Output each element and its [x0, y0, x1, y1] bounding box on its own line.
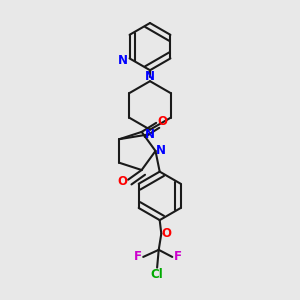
Text: N: N	[156, 145, 166, 158]
Text: N: N	[145, 70, 155, 83]
Text: Cl: Cl	[151, 268, 164, 281]
Text: N: N	[118, 53, 128, 67]
Text: F: F	[134, 250, 141, 263]
Text: N: N	[145, 128, 155, 141]
Text: O: O	[117, 175, 127, 188]
Text: F: F	[174, 250, 182, 263]
Text: O: O	[157, 115, 167, 128]
Text: O: O	[161, 227, 172, 240]
